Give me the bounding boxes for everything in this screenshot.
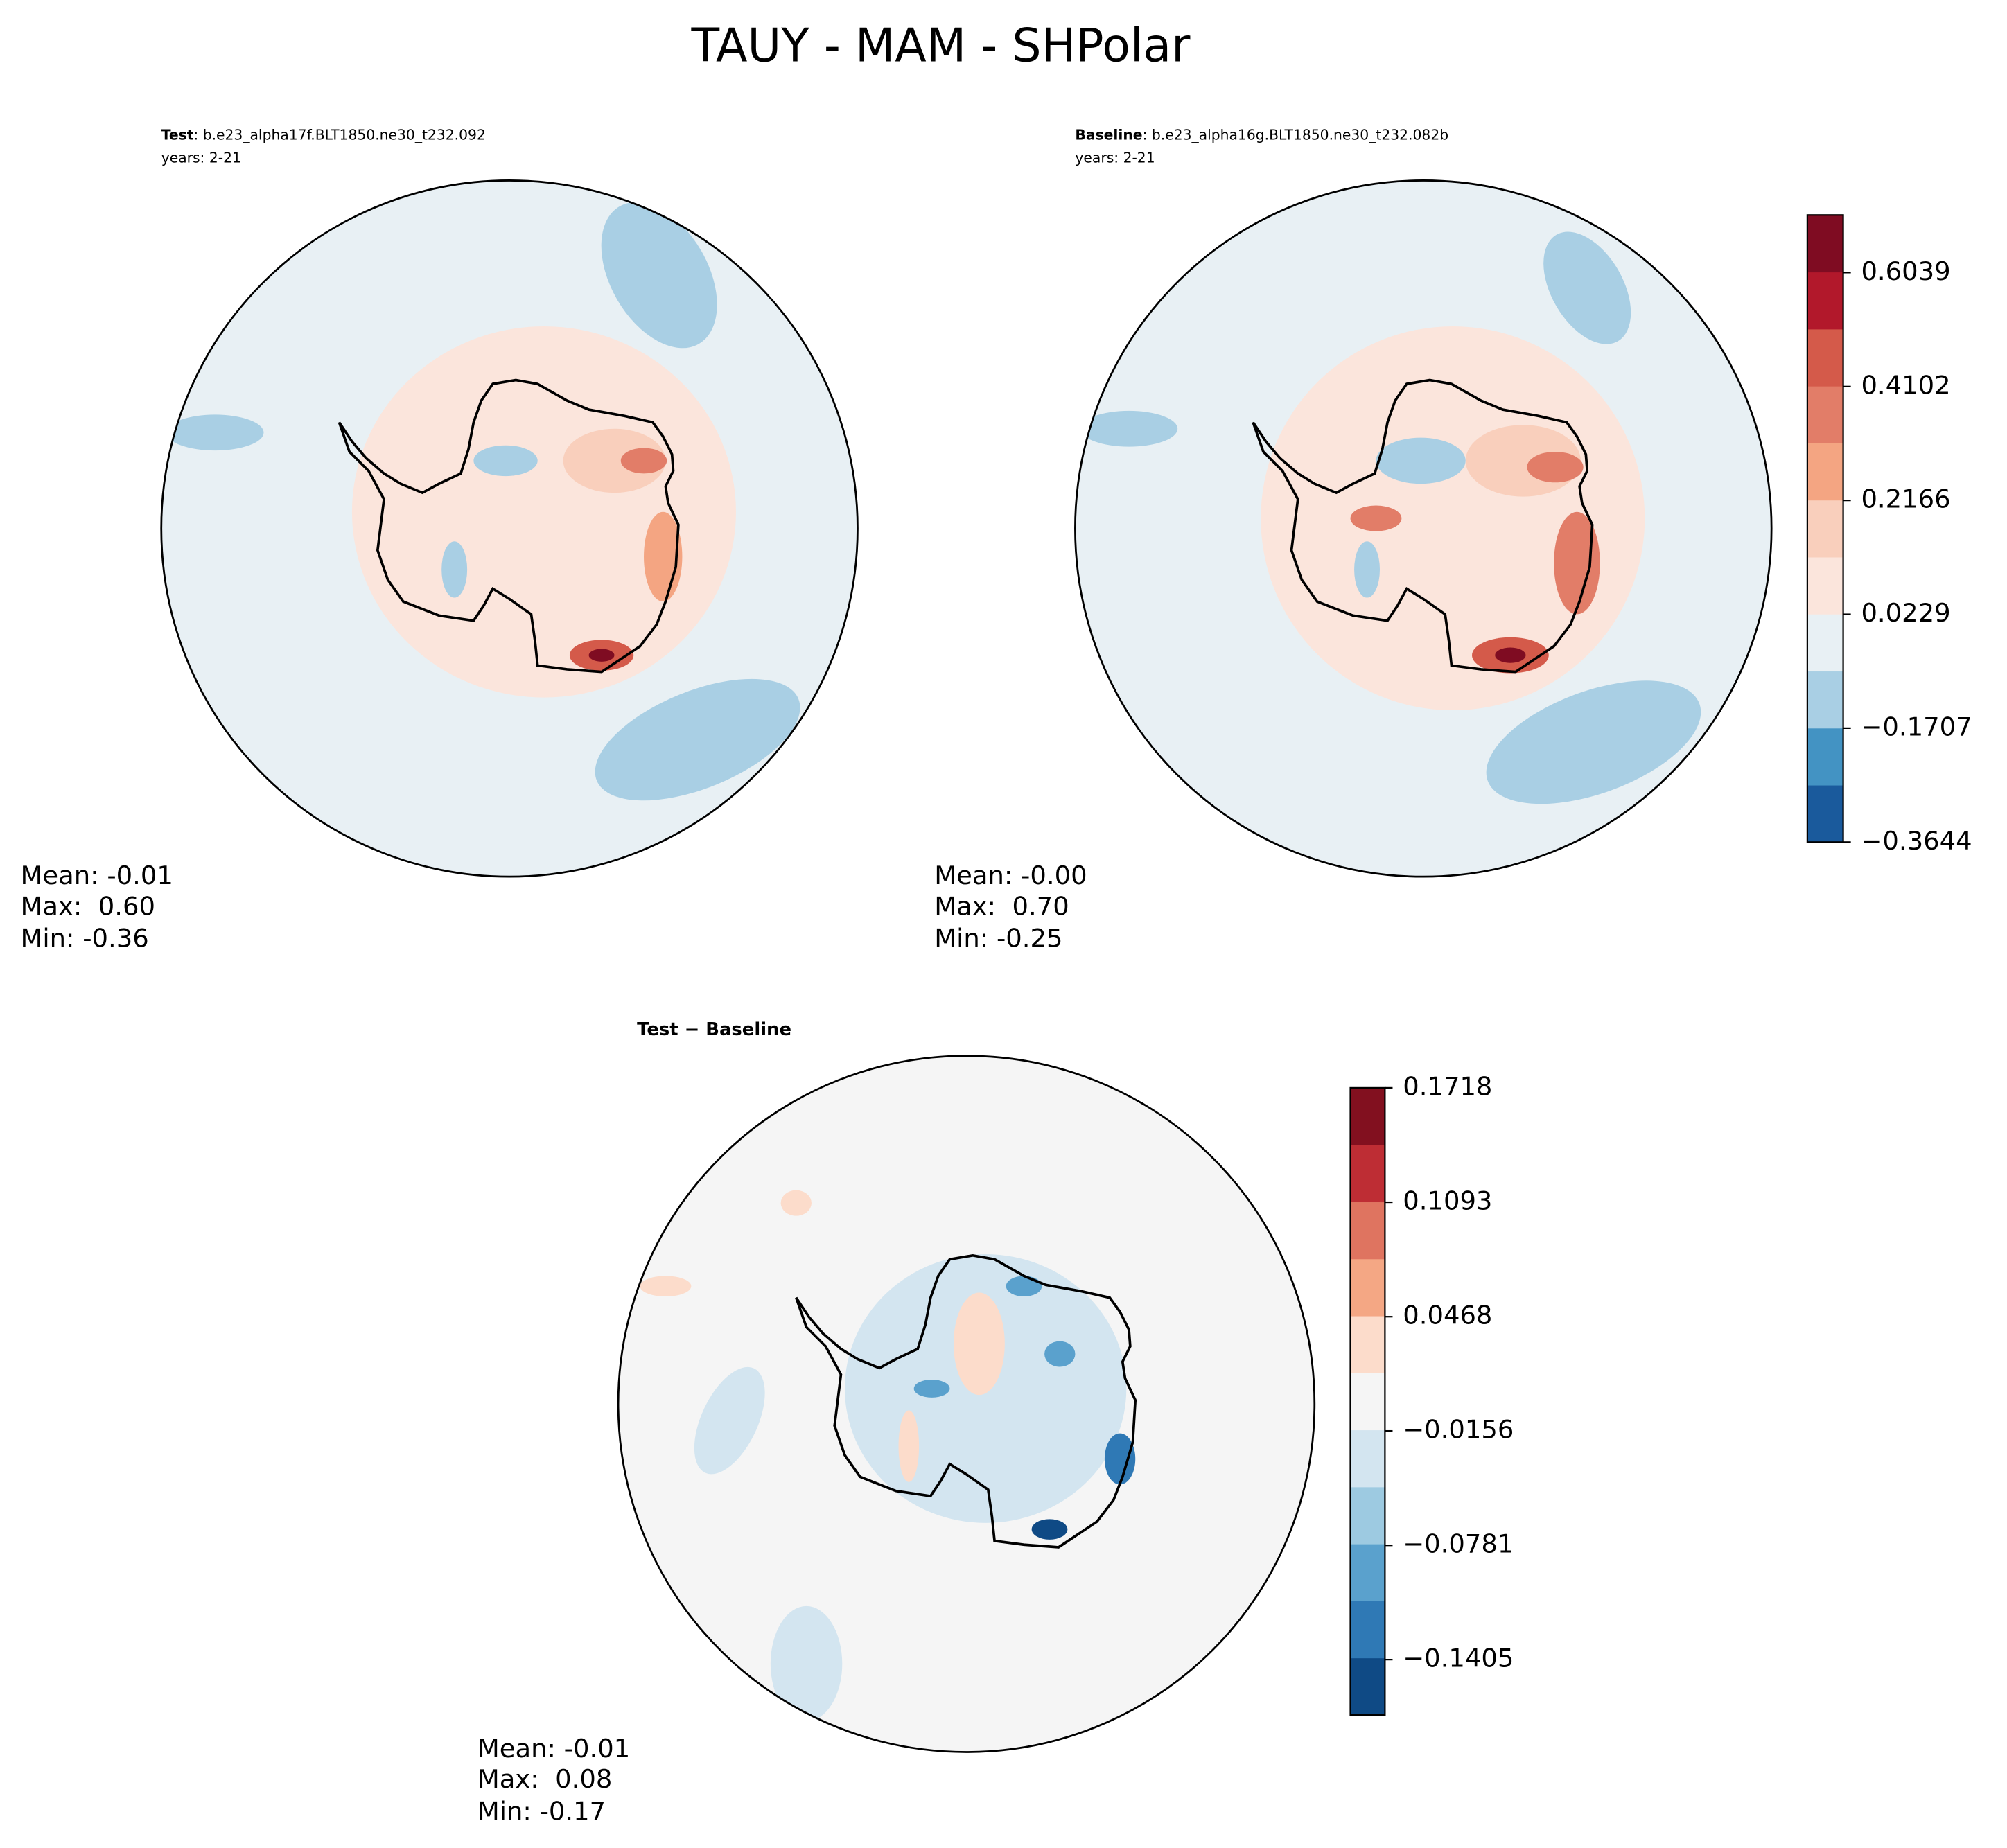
colorbar-band [1807, 328, 1843, 387]
colorbar-tick-label: 0.1718 [1403, 1071, 1492, 1101]
colorbar-band [1807, 272, 1843, 330]
stat-mean: Mean: -0.01 [477, 1734, 630, 1763]
stat-max: Max: 0.08 [477, 1764, 612, 1794]
colorbar-tick-label: −0.1405 [1403, 1644, 1514, 1673]
colorbar-tick-label: 0.4102 [1861, 370, 1950, 400]
panel-case: : b.e23_alpha17f.BLT1850.ne30_t232.092 [193, 126, 485, 143]
stat-mean: Mean: -0.01 [21, 861, 173, 890]
stat-min: Min: -0.36 [21, 924, 149, 953]
colorbar-band [1350, 1145, 1385, 1203]
colorbar-band [1807, 614, 1843, 672]
map-boundary [1074, 179, 1773, 878]
colorbar-band [1350, 1258, 1385, 1317]
colorbar-band [1807, 556, 1843, 615]
panel-case: : b.e23_alpha16g.BLT1850.ne30_t232.082b [1143, 126, 1449, 143]
map-boundary [617, 1055, 1316, 1753]
stat-min: Min: -0.17 [477, 1796, 606, 1826]
map-boundary [160, 179, 859, 878]
stat-max: Max: 0.60 [21, 892, 155, 922]
panel-years: years: 2-21 [1075, 150, 1155, 166]
map-test [161, 180, 858, 877]
stat-mean: Mean: -0.00 [934, 861, 1087, 890]
colorbar-band [1807, 785, 1843, 843]
panel-title: Test − Baseline [637, 1019, 791, 1040]
colorbar-band [1350, 1087, 1385, 1145]
colorbar-tick-label: −0.0781 [1403, 1529, 1514, 1559]
stat-min: Min: -0.25 [934, 924, 1062, 953]
colorbar-band [1807, 386, 1843, 443]
colorbar-tick-label: 0.1093 [1403, 1186, 1492, 1216]
colorbar-tick-label: 0.2166 [1861, 484, 1950, 514]
colorbar-band [1807, 215, 1843, 273]
colorbar-frame [1806, 214, 1844, 843]
colorbar-tick-label: −0.0156 [1403, 1415, 1514, 1445]
colorbar-band [1807, 443, 1843, 501]
colorbar-band [1350, 1486, 1385, 1545]
colorbar-band [1350, 1657, 1385, 1716]
stat-max: Max: 0.70 [934, 892, 1069, 922]
panel-label: Baseline [1075, 126, 1142, 143]
colorbar-tick-label: −0.1707 [1861, 712, 1972, 741]
colorbar-frame [1349, 1086, 1386, 1716]
colorbar-band [1350, 1202, 1385, 1260]
colorbar-tick-label: 0.6039 [1861, 256, 1950, 286]
colorbar-band [1350, 1315, 1385, 1373]
panel-title: Baseline: b.e23_alpha16g.BLT1850.ne30_t2… [1075, 126, 1448, 143]
colorbar-tick-label: −0.3644 [1861, 826, 1972, 856]
map-baseline [1075, 180, 1772, 877]
colorbar-band [1350, 1373, 1385, 1431]
colorbar-tick-label: 0.0468 [1403, 1301, 1492, 1330]
colorbar-band [1350, 1601, 1385, 1659]
figure-title: TAUY - MAM - SHPolar [691, 19, 1191, 73]
colorbar-band [1807, 728, 1843, 786]
colorbar-band [1807, 500, 1843, 558]
panel-label: Test [161, 126, 194, 143]
map-difference [618, 1055, 1315, 1752]
colorbar-band [1807, 671, 1843, 729]
panel-title: Test: b.e23_alpha17f.BLT1850.ne30_t232.0… [161, 126, 486, 143]
panel-years: years: 2-21 [161, 150, 241, 166]
colorbar-tick-label: 0.0229 [1861, 598, 1950, 628]
colorbar-band [1350, 1544, 1385, 1601]
colorbar-band [1350, 1429, 1385, 1488]
